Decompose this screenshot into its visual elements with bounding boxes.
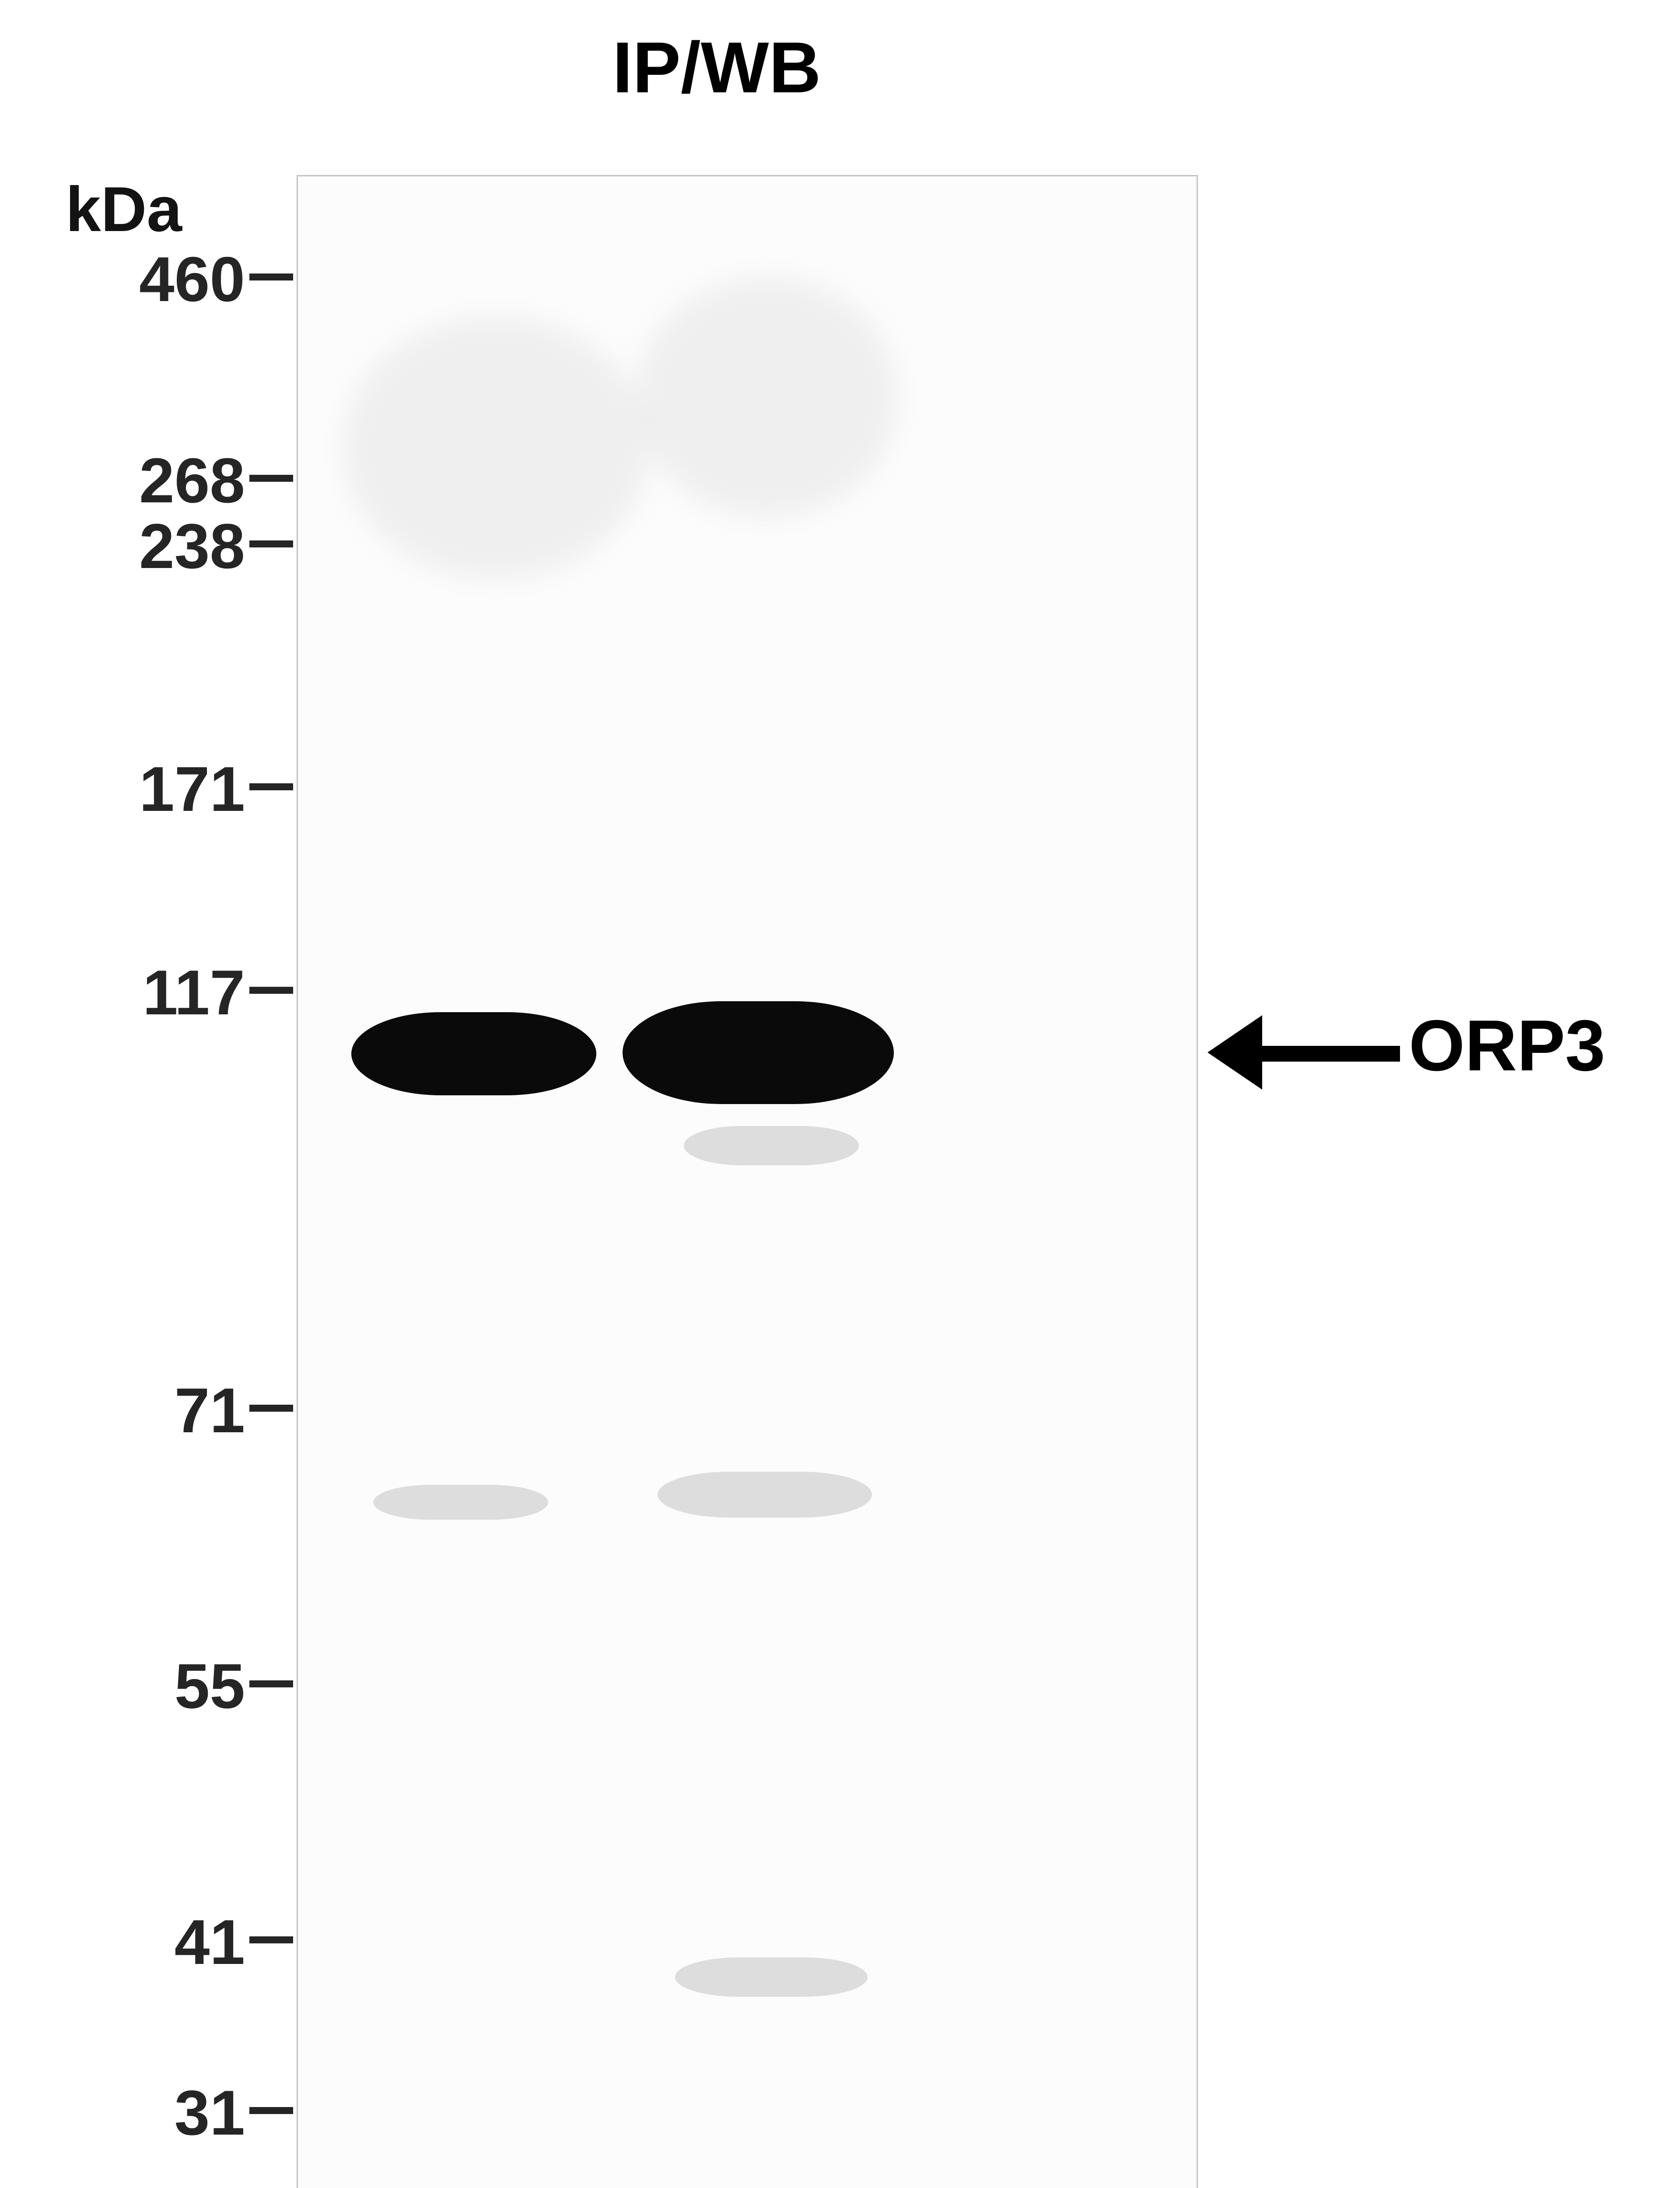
mw-marker-label: 31 [175,2076,245,2149]
mw-marker-label: 460 [139,243,245,316]
figure-title: IP/WB [612,26,821,109]
background-smudge [636,277,898,518]
wb-band-faint [675,1957,868,1997]
blot-membrane [297,175,1198,2188]
mw-marker-label: 238 [139,510,245,583]
mw-marker-label: 71 [175,1374,245,1447]
figure-container: IP/WB kDa 46026823817111771554131 ORP3 +… [0,0,1680,2188]
wb-band-faint [658,1472,872,1518]
mw-marker-label: 117 [143,956,245,1029]
mw-tick [249,1936,293,1943]
y-axis-title: kDa [66,173,182,246]
protein-label: ORP3 [1409,1004,1605,1087]
arrow-line [1256,1046,1400,1062]
wb-band-faint [684,1126,859,1165]
mw-tick [249,783,293,790]
mw-marker-label: 55 [175,1650,245,1723]
arrow-head-icon [1208,1015,1262,1090]
wb-band-main [351,1012,596,1095]
mw-tick [249,475,293,482]
mw-marker-label: 41 [175,1906,245,1979]
wb-band-main [623,1001,894,1104]
mw-tick [249,540,293,547]
mw-marker-label: 268 [139,444,245,517]
background-smudge [343,316,649,579]
mw-marker-label: 171 [139,753,245,826]
wb-band-faint [373,1485,548,1520]
mw-tick [249,1405,293,1412]
mw-tick [249,987,293,994]
mw-tick [249,1680,293,1687]
mw-tick [249,274,293,281]
mw-tick [249,2107,293,2114]
